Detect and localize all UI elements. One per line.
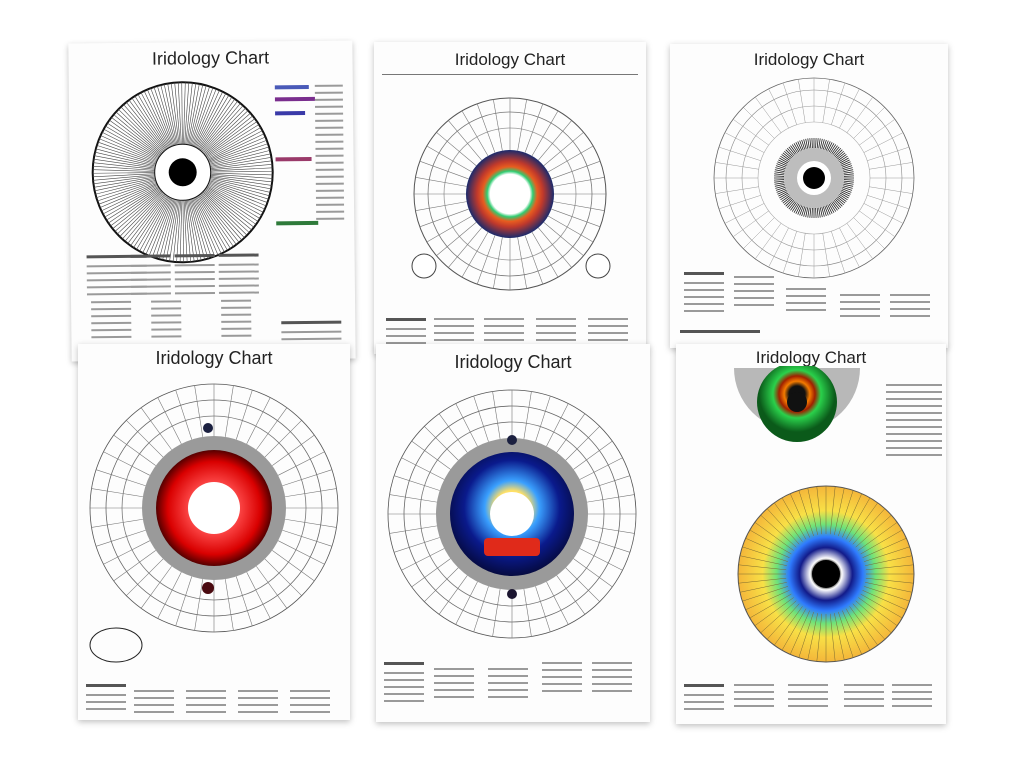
notes-column	[734, 684, 774, 712]
notes-column	[890, 294, 930, 322]
notes-column	[488, 668, 528, 703]
sheet-title: Iridology Chart	[155, 348, 273, 368]
legend-swatch	[275, 111, 306, 116]
notes-column	[86, 684, 126, 715]
iris-diagram	[411, 97, 611, 291]
notes-column	[218, 253, 259, 299]
chart-sheet-5: Iridology Chart	[376, 344, 650, 722]
legend	[274, 81, 347, 272]
notes-column	[221, 299, 252, 342]
iris-diagram-top	[734, 366, 860, 442]
sheet-title: Iridology Chart	[454, 352, 572, 372]
chart-sheet-1: Iridology Chart	[68, 40, 356, 362]
iris-diagram	[91, 81, 274, 264]
sheet-title: Iridology Chart	[753, 50, 865, 69]
notes-column	[734, 276, 774, 311]
sheet-title: Iridology Chart	[454, 50, 566, 69]
title-rule	[382, 74, 638, 75]
notes-column	[290, 690, 330, 718]
legend-swatch	[276, 220, 319, 226]
sheet-title: Iridology Chart	[151, 47, 270, 69]
notes-column	[592, 662, 632, 697]
notes-column	[174, 253, 215, 299]
notes-column	[91, 300, 132, 343]
notes-column	[542, 662, 582, 697]
notes-column	[786, 288, 826, 316]
legend-text	[314, 84, 345, 225]
notes-column	[434, 668, 474, 703]
notes-column	[892, 684, 932, 712]
notes-column	[886, 384, 942, 461]
note-stamp	[89, 627, 143, 663]
legend-swatch	[274, 84, 309, 90]
notes-column	[151, 300, 182, 342]
chart-sheet-2: Iridology Chart	[374, 42, 646, 354]
chart-sheet-3: Iridology Chart	[670, 44, 948, 348]
notes-column	[844, 684, 884, 712]
notes-column	[788, 684, 828, 712]
iris-diagram	[387, 389, 637, 639]
notes-column	[186, 690, 226, 718]
notes-column	[684, 684, 724, 715]
chart-sheet-6: Iridology Chart	[676, 344, 946, 724]
iris-diagram	[713, 77, 915, 279]
iris-diagram-bottom	[737, 485, 915, 663]
chart-sheet-4: Iridology Chart	[78, 344, 350, 720]
notes-column	[238, 690, 278, 718]
notes-column	[840, 294, 880, 322]
notes-column	[684, 272, 724, 317]
sheet-title: Iridology Chart	[755, 348, 867, 367]
legend-swatch	[274, 96, 315, 102]
notes-column	[130, 254, 171, 299]
notes-column	[384, 662, 424, 707]
notes-column	[134, 690, 174, 718]
notes-column	[680, 330, 760, 340]
iris-diagram	[89, 383, 339, 633]
legend-swatch	[275, 156, 312, 162]
